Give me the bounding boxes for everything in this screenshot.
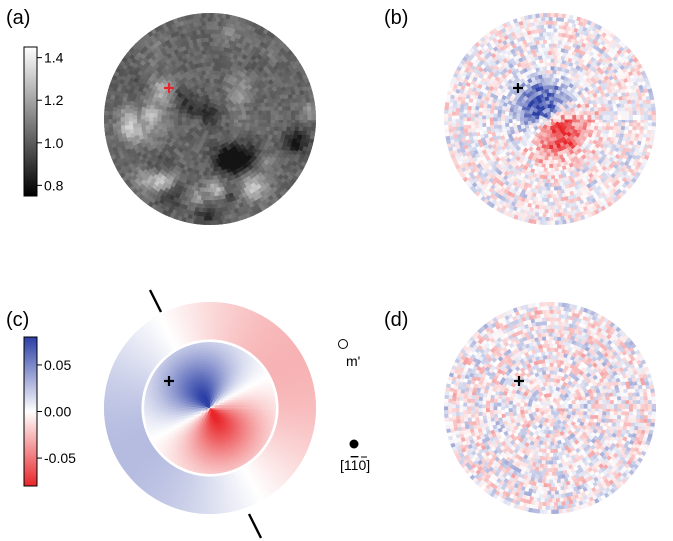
heatmap-cell [636, 114, 642, 121]
heatmap-cell [617, 114, 623, 121]
heatmap-cell [274, 114, 280, 120]
panel-label-c: (c) [6, 309, 29, 331]
heatmap-cell [632, 114, 638, 121]
heatmap-cell [621, 114, 627, 121]
heatmap-cell [237, 114, 243, 120]
heatmap-cell [594, 114, 600, 120]
heatmap-cell [246, 114, 252, 120]
heatmap-cell [606, 114, 611, 120]
heatmap-cell [303, 114, 309, 121]
colorbar-a [23, 46, 38, 197]
heatmap-cell [644, 114, 649, 121]
colorbar-tick-label: 1.2 [44, 92, 64, 108]
heatmap-cell [549, 115, 555, 120]
colorbar-tick-label: 1.4 [44, 50, 64, 66]
colorbar-tick-label: 0.00 [44, 404, 71, 420]
heatmap-cell [575, 114, 581, 120]
panel-b [444, 13, 656, 225]
heatmap-cell [610, 114, 615, 120]
heatmap-cell [568, 114, 574, 120]
heatmap-cell [262, 114, 268, 120]
heatmap-cell [295, 114, 300, 121]
panel-c: 0.050.00-0.05 m' [110] [23, 289, 370, 539]
heatmap-cell [640, 114, 645, 121]
panel-label-d: (d) [384, 309, 408, 331]
heatmap-cell [648, 114, 653, 121]
heatmap-cell [629, 114, 634, 121]
marker-a [164, 83, 174, 93]
heatmap-cell [270, 114, 276, 120]
heatmap-b [444, 13, 656, 225]
heatmap-cell [625, 114, 630, 121]
heatmap-cell [311, 114, 316, 121]
heatmap-cell [250, 114, 256, 120]
heatmap-cell [572, 114, 577, 120]
heatmap-cell [209, 114, 215, 120]
colorbar-tick-label: 0.8 [44, 177, 64, 193]
heatmap-cell [613, 114, 619, 120]
heatmap-cell [233, 404, 237, 409]
panel-label-a: (a) [6, 7, 30, 29]
heatmap-cell [266, 114, 272, 120]
heatmap-cell [242, 114, 248, 120]
heatmap-c [104, 302, 316, 514]
colorbar-c-ticks: 0.05 0.00 -0.05 [37, 357, 76, 466]
panel-label-b: (b) [384, 7, 408, 29]
colorbar-tick-label: -0.05 [44, 450, 76, 466]
heatmap-a [104, 13, 316, 225]
colorbar-tick-label: 0.05 [44, 357, 71, 373]
heatmap-cell [307, 114, 313, 121]
heatmap-cell [591, 114, 596, 120]
heatmap-cell [598, 114, 604, 120]
colorbar-a-ticks: 1.4 1.2 1.0 0.8 [37, 50, 64, 193]
heatmap-cell [278, 114, 284, 121]
heatmap-cell [299, 114, 305, 121]
heatmap-cell [254, 114, 260, 120]
colorbar-tick-label: 1.0 [44, 135, 64, 151]
heatmap-cell [229, 114, 235, 120]
heatmap-cell [282, 114, 288, 121]
heatmap-cell [291, 114, 296, 121]
heatmap-cell [651, 114, 656, 121]
heatmap-cell [602, 114, 608, 120]
heatmap-cell [583, 114, 589, 120]
heatmap-cell [258, 114, 264, 120]
heatmap-cell [579, 114, 585, 120]
panel-a: 1.4 1.2 1.0 0.8 [23, 13, 316, 225]
heatmap-cell [233, 114, 239, 120]
colorbar-c [23, 336, 38, 487]
heatmap-cell [287, 114, 292, 121]
heatmap-cell [587, 114, 592, 120]
